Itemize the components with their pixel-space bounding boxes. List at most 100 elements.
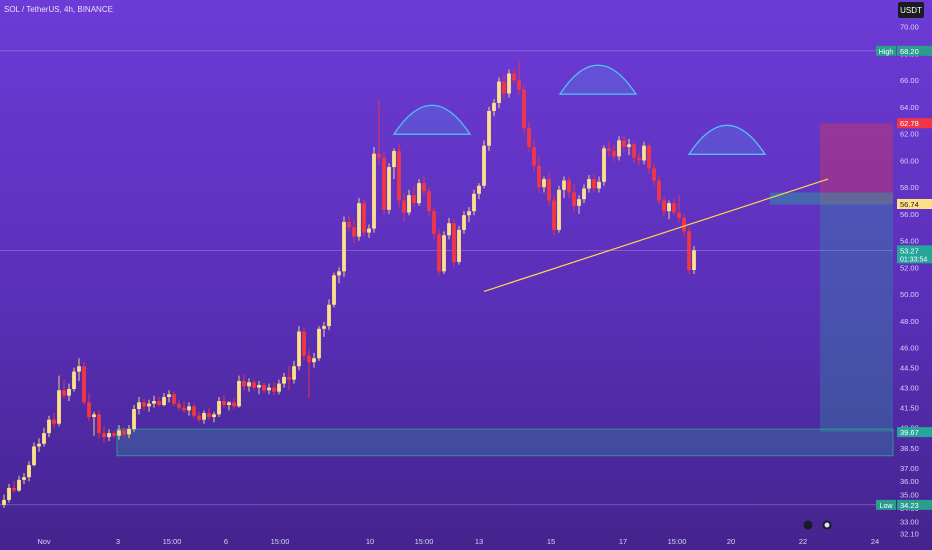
candle-down bbox=[672, 203, 676, 213]
x-tick-label: 13 bbox=[475, 537, 483, 546]
candle-down bbox=[122, 430, 126, 435]
y-tick-label: 37.00 bbox=[900, 464, 919, 473]
y-tick-label: 60.00 bbox=[900, 156, 919, 165]
candle-down bbox=[142, 402, 146, 407]
candle-down bbox=[517, 80, 521, 90]
candle-down bbox=[637, 157, 641, 161]
candle-up bbox=[7, 487, 11, 500]
candle-down bbox=[547, 179, 551, 201]
candle-up bbox=[602, 148, 606, 182]
candle-down bbox=[567, 180, 571, 193]
candle-up bbox=[32, 446, 36, 466]
candle-up bbox=[642, 145, 646, 161]
x-tick-label: 15 bbox=[547, 537, 555, 546]
candle-down bbox=[512, 73, 516, 81]
left-shoulder-arc bbox=[392, 104, 472, 135]
candle-up bbox=[342, 221, 346, 272]
x-tick-label: 10 bbox=[366, 537, 374, 546]
candle-down bbox=[102, 433, 106, 438]
candle-down bbox=[662, 200, 666, 212]
candle-up bbox=[17, 479, 21, 491]
candle-up bbox=[217, 400, 221, 415]
candle-up bbox=[127, 429, 131, 435]
candle-down bbox=[452, 223, 456, 262]
candle-down bbox=[427, 191, 431, 212]
candle-up bbox=[212, 414, 216, 418]
candle-up bbox=[117, 430, 121, 436]
candle-up bbox=[37, 443, 41, 447]
candle-down bbox=[432, 211, 436, 234]
price-tag-value: 39.67 bbox=[900, 428, 919, 437]
candle-up bbox=[132, 409, 136, 430]
price-tag-value: 53.27 bbox=[900, 246, 919, 255]
candle-down bbox=[552, 200, 556, 230]
candle-down bbox=[62, 390, 66, 396]
candle-down bbox=[377, 153, 381, 158]
y-tick-label: 41.50 bbox=[900, 404, 919, 413]
price-tag-label: High bbox=[879, 49, 894, 56]
candle-down bbox=[607, 148, 611, 152]
x-tick-label: 15:00 bbox=[415, 537, 434, 546]
x-tick-label: 22 bbox=[799, 537, 807, 546]
candle-down bbox=[207, 413, 211, 418]
candle-up bbox=[372, 153, 376, 229]
candle-down bbox=[687, 231, 691, 271]
price-tag-label-bg bbox=[876, 499, 896, 510]
lightning-event-icon bbox=[803, 520, 813, 530]
candle-down bbox=[272, 387, 276, 392]
price-tag-label-bg bbox=[876, 45, 896, 56]
candle-up bbox=[387, 167, 391, 210]
candle-up bbox=[482, 145, 486, 186]
candle-down bbox=[437, 233, 441, 272]
candle-up bbox=[312, 358, 316, 363]
candle-up bbox=[2, 499, 6, 505]
candle-down bbox=[677, 212, 681, 218]
candle-up bbox=[57, 390, 61, 424]
price-tag-label: Low bbox=[880, 503, 894, 510]
candle-up bbox=[92, 414, 96, 418]
candle-up bbox=[27, 465, 31, 478]
price-tag-value: 68.20 bbox=[900, 47, 919, 56]
y-tick-label: 64.00 bbox=[900, 103, 919, 112]
candle-up bbox=[162, 396, 166, 406]
price-tag-value: 56.74 bbox=[900, 200, 919, 209]
candle-up bbox=[597, 181, 601, 189]
candle-up bbox=[77, 366, 81, 372]
candle-down bbox=[502, 81, 506, 94]
candle-up bbox=[472, 193, 476, 212]
y-tick-label: 50.00 bbox=[900, 290, 919, 299]
quote-currency-button[interactable]: USDT bbox=[898, 2, 924, 18]
candle-up bbox=[497, 81, 501, 103]
candle-up bbox=[617, 140, 621, 157]
candle-up bbox=[72, 371, 76, 389]
countdown-timer: 01:33:54 bbox=[900, 256, 927, 263]
candle-up bbox=[237, 380, 241, 407]
candle-down bbox=[287, 376, 291, 380]
candle-down bbox=[537, 165, 541, 188]
candle-down bbox=[182, 407, 186, 411]
price-tag-bg bbox=[897, 427, 932, 438]
candle-down bbox=[262, 384, 266, 391]
y-tick-label: 35.00 bbox=[900, 491, 919, 500]
candle-up bbox=[457, 229, 461, 262]
y-tick-label: 43.00 bbox=[900, 384, 919, 393]
symbol-title: SOL / TetherUS, 4h, BINANCE bbox=[4, 5, 113, 14]
price-tag-bg bbox=[897, 499, 932, 510]
price-tag-bg bbox=[897, 118, 932, 129]
price-tag-value: 62.78 bbox=[900, 119, 919, 128]
y-tick-label: 56.00 bbox=[900, 210, 919, 219]
candle-down bbox=[572, 192, 576, 206]
price-tag-bg bbox=[897, 198, 932, 209]
candle-up bbox=[267, 387, 271, 391]
candle-up bbox=[327, 304, 331, 327]
candle-up bbox=[357, 203, 361, 237]
y-tick-label: 38.50 bbox=[900, 444, 919, 453]
candle-down bbox=[657, 180, 661, 201]
candle-down bbox=[242, 380, 246, 387]
candle-up bbox=[337, 271, 341, 276]
candle-down bbox=[527, 128, 531, 148]
candle-up bbox=[627, 144, 631, 148]
candle-down bbox=[177, 403, 181, 408]
candle-down bbox=[252, 382, 256, 388]
